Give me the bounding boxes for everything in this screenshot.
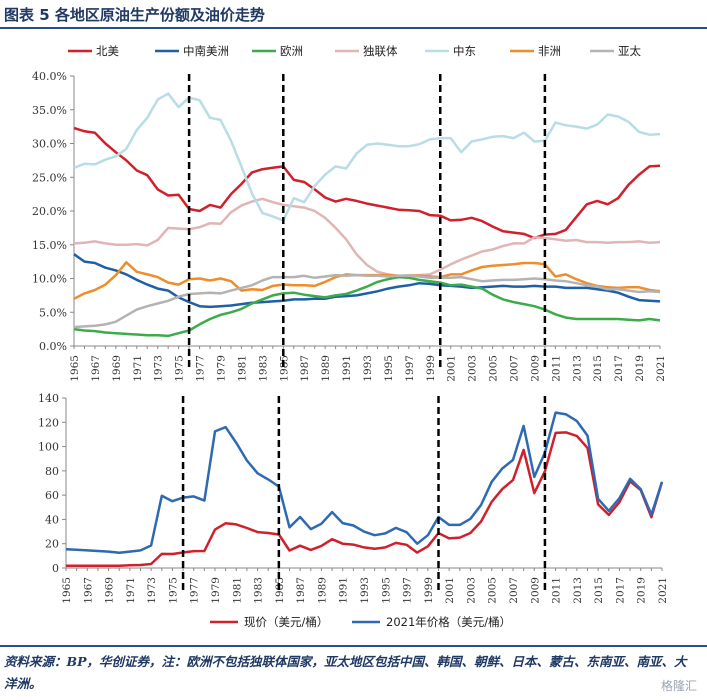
source-note: 资料来源：BP，华创证券，注：欧洲不包括独联体国家，亚太地区包括中国、韩国、朝鲜…: [4, 654, 687, 691]
x-tick-label: 1991: [341, 355, 353, 382]
x-tick-label: 1983: [253, 577, 265, 604]
title-bar: 图表 5 各地区原油生产份额及油价走势: [0, 0, 707, 30]
x-tick-label: 1971: [132, 355, 144, 382]
y-tick-label: 100: [38, 441, 59, 454]
x-tick-label: 2013: [572, 577, 584, 604]
x-tick-label: 1977: [195, 355, 207, 382]
x-tick-label: 2019: [636, 577, 648, 604]
x-tick-label: 1965: [61, 577, 73, 604]
legend-label-2021年价格: 2021年价格（美元/桶）: [386, 615, 511, 629]
figure-title: 图表 5 各地区原油生产份额及油价走势: [4, 6, 265, 24]
series-line-独联体: [73, 197, 661, 278]
x-tick-label: 2009: [529, 577, 541, 604]
x-tick-label: 2009: [529, 355, 541, 382]
y-tick-label: 40: [45, 513, 59, 526]
y-tick-label: 60: [45, 489, 59, 502]
x-tick-label: 2001: [444, 577, 456, 604]
x-tick-label: 1973: [153, 355, 165, 382]
x-tick-label: 1973: [146, 577, 158, 604]
x-tick-label: 2003: [465, 577, 477, 604]
y-tick-label: 35.0%: [32, 104, 67, 117]
footer-rule: [0, 645, 707, 647]
x-tick-label: 2021: [657, 577, 669, 604]
x-tick-label: 1999: [425, 355, 437, 382]
y-tick-label: 10.0%: [32, 273, 67, 286]
x-tick-label: 2017: [613, 355, 625, 382]
y-tick-label: 5.0%: [39, 306, 67, 319]
series-line-中南美洲: [73, 253, 661, 309]
x-tick-label: 1995: [380, 577, 392, 604]
legend-label-非洲: 非洲: [538, 44, 561, 58]
x-tick-label: 1997: [402, 577, 414, 604]
x-tick-label: 2005: [488, 355, 500, 382]
x-tick-label: 1999: [423, 577, 435, 604]
x-tick-label: 1993: [362, 355, 374, 382]
watermark: 格隆汇: [660, 679, 697, 693]
x-tick-label: 1981: [236, 355, 248, 382]
y-tick-label: 15.0%: [32, 239, 67, 252]
series-line-现价: [66, 431, 664, 568]
legend-label-中南美洲: 中南美洲: [183, 44, 229, 58]
y-tick-label: 0: [52, 562, 59, 575]
x-tick-label: 1975: [167, 577, 179, 604]
series-line-中东: [73, 92, 661, 222]
x-tick-label: 1965: [69, 355, 81, 382]
series-line-亚太: [73, 273, 661, 329]
legend-label-北美: 北美: [96, 44, 119, 58]
x-tick-label: 1995: [383, 355, 395, 382]
x-tick-label: 1989: [316, 577, 328, 604]
x-tick-label: 2007: [508, 577, 520, 604]
x-tick-label: 1993: [359, 577, 371, 604]
x-tick-label: 1969: [111, 355, 123, 382]
x-tick-label: 2007: [509, 355, 521, 382]
x-tick-label: 1989: [320, 355, 332, 382]
legend-label-中东: 中东: [453, 44, 476, 58]
x-tick-label: 1987: [295, 577, 307, 604]
x-tick-label: 1971: [125, 577, 137, 604]
x-tick-label: 2013: [571, 355, 583, 382]
x-tick-label: 2011: [551, 577, 563, 604]
legend-label-独联体: 独联体: [363, 44, 398, 58]
x-tick-label: 1967: [82, 577, 94, 604]
series-line-2021年价格: [65, 411, 664, 555]
y-tick-label: 0.0%: [39, 340, 67, 353]
legend-label-现价: 现价（美元/桶）: [244, 615, 328, 629]
x-tick-label: 2017: [614, 577, 626, 604]
x-tick-label: 1969: [104, 577, 116, 604]
x-tick-label: 2011: [550, 355, 562, 382]
x-tick-label: 2015: [592, 355, 604, 382]
y-tick-label: 25.0%: [32, 171, 67, 184]
x-tick-label: 2015: [593, 577, 605, 604]
y-tick-label: 20.0%: [32, 205, 67, 218]
x-tick-label: 1991: [338, 577, 350, 604]
y-tick-label: 140: [38, 392, 59, 405]
y-tick-label: 120: [38, 416, 59, 429]
x-tick-label: 1979: [210, 577, 222, 604]
y-tick-label: 40.0%: [32, 70, 67, 83]
chart-canvas: 0.0% 5.0% 10.0% 15.0% 20.0% 25.0% 30.0% 35.0% 40…: [32, 44, 669, 629]
y-tick-label: 20: [45, 538, 59, 551]
legend-label-亚太: 亚太: [618, 44, 641, 58]
series-line-北美: [73, 126, 661, 240]
x-tick-label: 2021: [655, 355, 667, 382]
x-tick-label: 1983: [257, 355, 269, 382]
y-tick-label: 80: [45, 465, 59, 478]
x-tick-label: 2001: [446, 355, 458, 382]
x-tick-label: 2005: [487, 577, 499, 604]
legend-label-欧洲: 欧洲: [280, 44, 303, 58]
x-tick-label: 2003: [467, 355, 479, 382]
y-tick-label: 30.0%: [32, 138, 67, 151]
x-tick-label: 1985: [274, 577, 286, 604]
x-tick-label: 1967: [90, 355, 102, 382]
x-tick-label: 1987: [299, 355, 311, 382]
title-rule: [0, 27, 707, 29]
x-tick-label: 1997: [404, 355, 416, 382]
x-tick-label: 2019: [634, 355, 646, 382]
x-tick-label: 1975: [174, 355, 186, 382]
x-tick-label: 1985: [278, 355, 290, 382]
x-tick-label: 1981: [231, 577, 243, 604]
x-tick-label: 1979: [216, 355, 228, 382]
x-tick-label: 1977: [189, 577, 201, 604]
series-line-欧洲: [73, 275, 661, 338]
